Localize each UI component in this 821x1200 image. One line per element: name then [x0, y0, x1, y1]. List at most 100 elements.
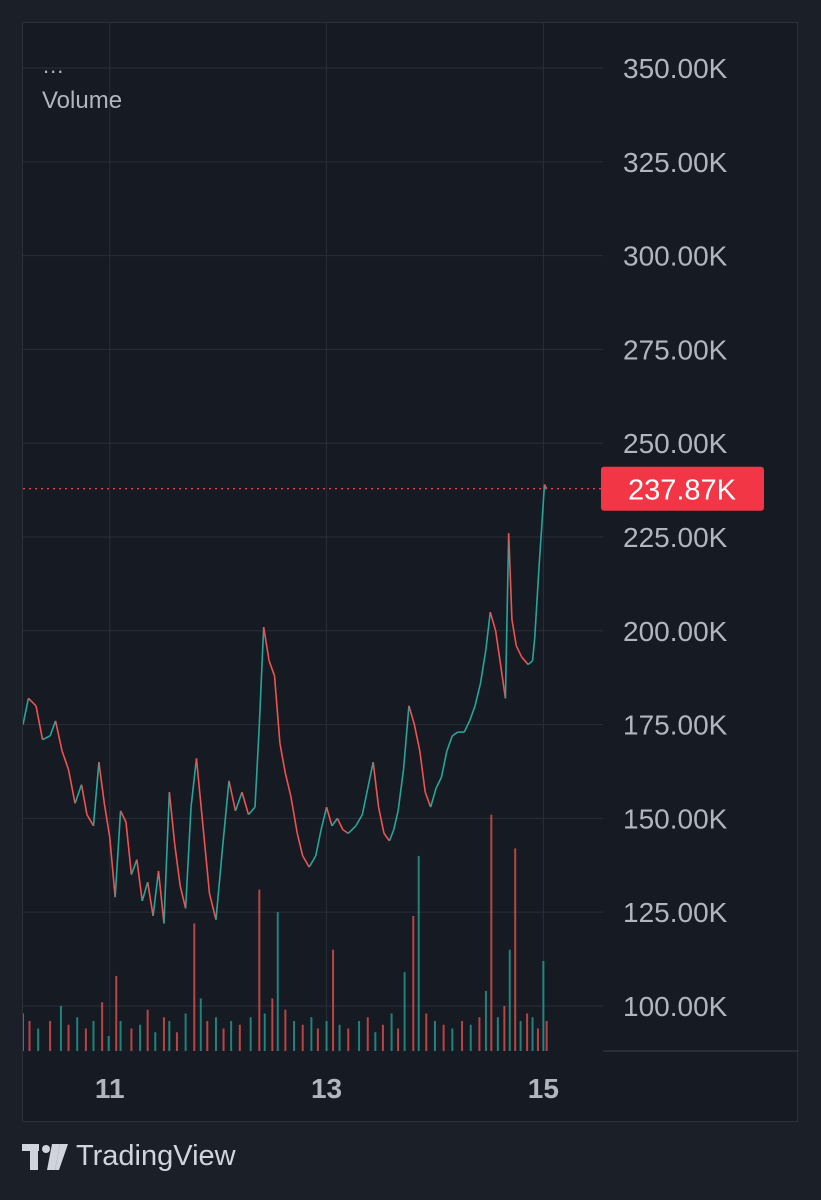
series-segment: [302, 855, 310, 868]
volume-bar: [403, 972, 406, 1051]
chart-panel: 350.00K 325.00K 300.00K 275.00K 250.00K 225.0…: [22, 22, 799, 1123]
volume-bar: [503, 1005, 506, 1051]
series-segment: [228, 780, 237, 812]
y-tick-label: 200.00K: [623, 616, 728, 647]
brand-name: TradingView: [76, 1140, 236, 1172]
volume-bar: [531, 1017, 534, 1051]
series-segment: [479, 649, 487, 684]
series-segment: [336, 818, 344, 830]
y-tick-label: 225.00K: [623, 522, 728, 553]
y-tick-label: 150.00K: [623, 803, 728, 834]
series-segment: [511, 619, 518, 646]
volume-bar: [139, 1024, 142, 1051]
volume-bar: [301, 1024, 304, 1051]
series-segment: [325, 806, 333, 827]
series-segment: [49, 720, 57, 737]
volume-bar: [84, 1028, 87, 1051]
series-segment: [141, 881, 149, 902]
volume-bar: [67, 1024, 70, 1051]
series-segment: [474, 683, 482, 707]
series-segment: [258, 627, 265, 725]
series-segment: [108, 837, 116, 898]
series-segment: [468, 705, 476, 722]
volume-bar: [271, 998, 274, 1051]
series-segment: [446, 735, 454, 752]
series-segment: [247, 806, 256, 816]
y-tick-label: 250.00K: [623, 428, 728, 459]
volume-bar: [184, 1013, 187, 1051]
series-segment: [215, 848, 224, 920]
volume-bar: [230, 1020, 233, 1051]
volume-bar: [249, 1017, 252, 1051]
volume-chart[interactable]: 350.00K 325.00K 300.00K 275.00K 250.00K 225.0…: [23, 23, 799, 1123]
legend-more-icon[interactable]: ...: [43, 53, 65, 78]
series-segment: [408, 705, 416, 725]
y-tick-label: 325.00K: [623, 147, 728, 178]
tradingview-logo-icon: [22, 1143, 68, 1170]
series-segment: [361, 788, 369, 815]
series-segment: [429, 788, 437, 808]
series-segment: [541, 484, 546, 519]
series-segment: [499, 660, 507, 699]
series-segment: [54, 720, 63, 752]
volume-bar: [366, 1017, 369, 1051]
series-segment: [208, 893, 217, 920]
series-segment: [103, 803, 111, 838]
volume-bar: [316, 1028, 319, 1051]
volume-bar: [206, 1020, 209, 1051]
current-price-label: 237.87K: [628, 475, 737, 507]
series-segment: [314, 829, 322, 857]
series-segment: [74, 784, 83, 804]
series-segment: [331, 817, 339, 827]
volume-bar: [490, 814, 493, 1051]
volume-bar: [425, 1013, 428, 1051]
series-segment: [392, 810, 399, 830]
volume-bar: [37, 1028, 40, 1051]
series-segment: [515, 645, 523, 658]
series-segment: [254, 724, 261, 808]
y-tick-label: 300.00K: [623, 241, 728, 272]
x-tick-label: 11: [95, 1073, 125, 1104]
series-segment: [130, 859, 138, 875]
volume-bar: [154, 1032, 157, 1051]
volume-bar: [496, 1017, 499, 1051]
series-segment: [347, 825, 357, 834]
volume-bar: [175, 1032, 178, 1051]
series-segment: [136, 859, 144, 902]
volume-bar: [451, 1028, 454, 1051]
volume-bar: [23, 1013, 24, 1051]
y-tick-label: 125.00K: [623, 897, 728, 928]
series-segment: [179, 885, 187, 909]
legend-title: Volume: [42, 87, 123, 114]
volume-bar: [92, 1020, 95, 1051]
volume-bar: [222, 1028, 225, 1051]
volume-bar: [146, 1009, 149, 1051]
series-segment: [273, 675, 281, 744]
series-segment: [413, 724, 421, 752]
y-tick-label: 350.00K: [623, 53, 728, 84]
current-price-badge: [601, 466, 764, 511]
x-tick-label: 15: [528, 1073, 559, 1104]
volume-bar: [119, 1020, 122, 1051]
series-segment: [377, 806, 385, 834]
x-tick-label: 13: [311, 1073, 342, 1104]
volume-bar: [238, 1024, 241, 1051]
series-segment: [80, 784, 88, 815]
volume-bar: [76, 1017, 79, 1051]
series-segment: [320, 806, 328, 830]
volume-bar: [526, 1013, 529, 1051]
series-segment: [543, 484, 548, 490]
y-tick-label: 275.00K: [623, 334, 728, 365]
volume-bar: [276, 912, 279, 1051]
series-segment: [418, 750, 426, 793]
volume-bar: [59, 1005, 62, 1051]
series-segment: [435, 776, 443, 789]
series-segment: [494, 630, 501, 661]
series-segment: [342, 828, 349, 835]
volume-bar: [347, 1028, 350, 1051]
volume-bar: [381, 1024, 384, 1051]
series-segment: [195, 758, 204, 826]
volume-bar: [536, 1028, 539, 1051]
volume-bar: [325, 1020, 328, 1051]
series-segment: [98, 762, 106, 804]
